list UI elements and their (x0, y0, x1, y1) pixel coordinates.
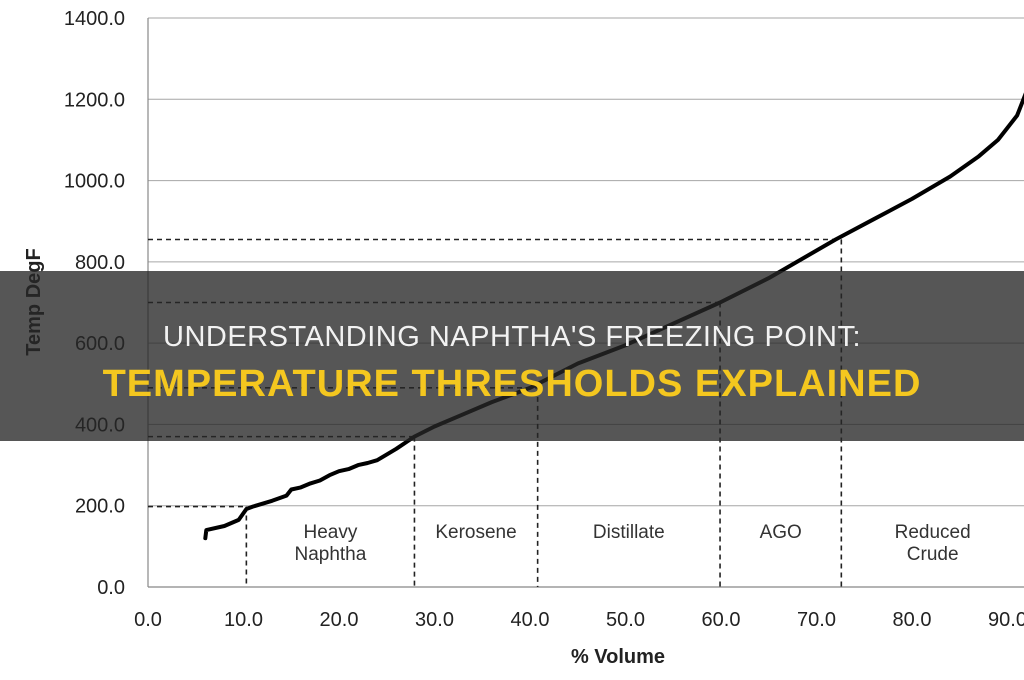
x-tick-label: 10.0 (224, 609, 263, 631)
x-tick-label: 0.0 (134, 609, 162, 631)
series-line (203, 92, 1024, 541)
x-axis-title: % Volume (571, 646, 665, 668)
x-tick-label: 60.0 (702, 609, 741, 631)
y-tick-label: 800.0 (75, 252, 125, 274)
region-label-line: Naphtha (294, 544, 366, 565)
region-label-line: Reduced (895, 522, 971, 543)
y-tick-label: 200.0 (75, 496, 125, 518)
x-tick-label: 40.0 (511, 609, 550, 631)
region-label: Heavy Naphtha (294, 522, 366, 565)
region-labels: Heavy Naphtha Kerosene Distillate AGO Reduced… (294, 522, 970, 565)
x-tick-label: 50.0 (606, 609, 645, 631)
x-tick-label: 20.0 (320, 609, 359, 631)
region-label: Reduced Crude (895, 522, 971, 565)
region-label: Distillate (593, 522, 665, 543)
x-tick-label: 80.0 (893, 609, 932, 631)
region-label: Kerosene (435, 522, 516, 543)
x-tick-labels: 0.0 10.0 20.0 30.0 40.0 50.0 60.0 70.0 80.0 90.0 (134, 609, 1024, 631)
region-label-line: Heavy (303, 522, 357, 543)
y-tick-label: 1400.0 (64, 8, 125, 30)
y-tick-label: 1000.0 (64, 171, 125, 193)
y-tick-label: 0.0 (97, 577, 125, 599)
x-tick-label: 70.0 (797, 609, 836, 631)
headline-line-1: UNDERSTANDING NAPHTHA'S FREEZING POINT: (163, 321, 861, 353)
region-label-line: Crude (907, 544, 959, 565)
x-tick-label: 90.0 (988, 609, 1024, 631)
headline-line-2: TEMPERATURE THRESHOLDS EXPLAINED (102, 363, 922, 405)
series-layer (203, 92, 1024, 541)
y-tick-label: 1200.0 (64, 89, 125, 111)
x-tick-label: 30.0 (415, 609, 454, 631)
headline-banner: UNDERSTANDING NAPHTHA'S FREEZING POINT: … (0, 271, 1024, 441)
region-label: AGO (760, 522, 802, 543)
